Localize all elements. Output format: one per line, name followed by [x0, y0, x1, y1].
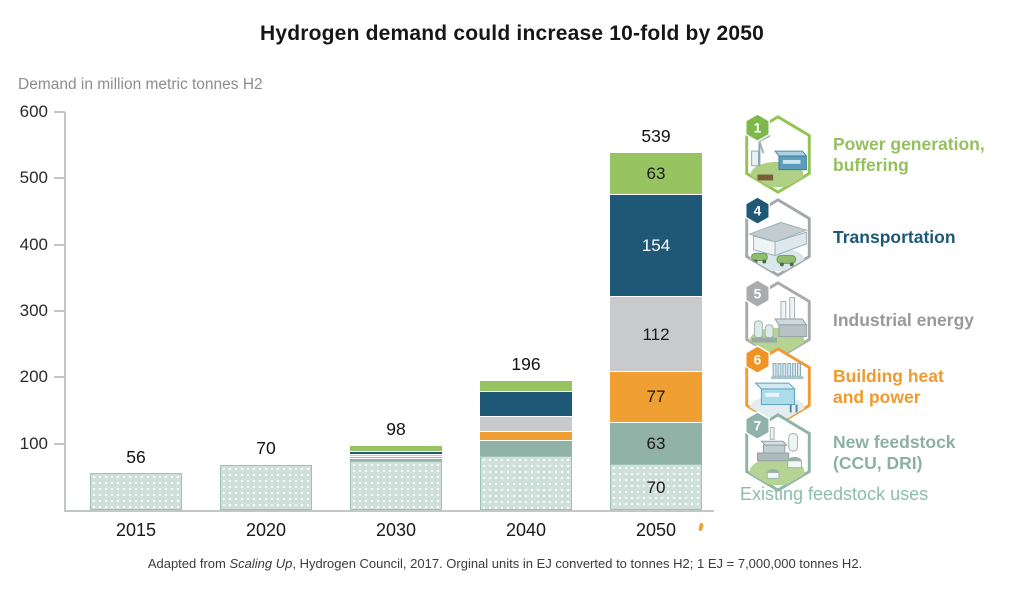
legend-item-building-heat: 6 Building heat and power — [737, 344, 944, 430]
legend-item-power-generation: 1 Power generation, buffering — [737, 112, 985, 198]
x-category-label: 2030 — [375, 520, 417, 540]
legend-badge-number: 6 — [754, 353, 762, 368]
industrial-energy-icon: 5 — [745, 279, 811, 360]
y-tick-label: 300 — [19, 301, 48, 320]
legend-item-new-feedstock: 7 New feedstock (CCU, DRI) — [737, 410, 956, 496]
source-note-prefix: Adapted from — [147, 556, 230, 571]
transportation-icon: 4 — [745, 196, 811, 277]
legend-item-label-line: New feedstock — [833, 431, 956, 452]
legend-item-label: Transportation — [833, 227, 956, 248]
legend-item-label-line: (CCU, DRI) — [833, 453, 923, 473]
source-note-suffix: , Hydrogen Council, 2017. Orginal units … — [292, 556, 863, 571]
segment-value-label: 63 — [646, 433, 666, 453]
new-feedstock-icon: 7 — [745, 411, 811, 492]
bar-segment — [350, 455, 442, 458]
y-tick-label: 600 — [19, 102, 48, 121]
legend: 1 Power generation, buffering 4 Transportati… — [737, 0, 1022, 600]
bar-segment — [220, 464, 312, 510]
legend-badge-number: 4 — [754, 204, 762, 219]
y-tick-label: 400 — [19, 234, 48, 254]
legend-badge-hexagon — [745, 411, 770, 441]
source-note-italic: Scaling Up — [229, 556, 293, 571]
bar-segment — [480, 379, 572, 392]
bar-total-label: 196 — [511, 353, 541, 374]
segment-value-label: 70 — [646, 477, 666, 497]
bar-segment — [220, 463, 312, 465]
y-tick-mark — [54, 310, 65, 312]
legend-item-label-line: Power generation, — [833, 133, 985, 154]
legend-item-transportation: 4 Transportation — [737, 195, 956, 281]
stray-orange-mark — [698, 522, 704, 532]
legend-item-label-line: Industrial energy — [833, 310, 975, 331]
bar-segment — [480, 431, 572, 440]
legend-item-industrial-energy: 5 Industrial energy — [737, 278, 974, 364]
x-axis-line — [64, 510, 714, 512]
segment-value-label: 112 — [642, 324, 670, 344]
bar-segment — [350, 460, 442, 510]
x-category-label: 2015 — [115, 520, 157, 540]
source-note: Adapted from Scaling Up, Hydrogen Counci… — [0, 556, 1010, 571]
legend-badge-hexagon — [745, 196, 770, 226]
legend-badge-number: 5 — [754, 287, 762, 302]
legend-item-label: Power generation, buffering — [833, 134, 985, 177]
power-generation-icon: 1 — [745, 113, 811, 194]
bar-total-label: 70 — [256, 437, 276, 458]
y-tick-mark — [54, 111, 65, 113]
y-axis-line — [64, 112, 66, 510]
y-tick-label: 100 — [19, 433, 48, 453]
bar-total-label: 56 — [126, 446, 146, 467]
bar-segment — [90, 472, 182, 510]
segment-value-label: 77 — [646, 387, 666, 407]
y-tick-mark — [54, 376, 65, 379]
bar-total-label: 539 — [641, 126, 671, 147]
bar-segment — [350, 453, 442, 456]
legend-item-label-line: buffering — [833, 155, 909, 175]
bar-segment — [350, 450, 442, 454]
bar-segment — [350, 457, 442, 461]
y-tick-mark — [54, 243, 65, 246]
bar-segment — [610, 194, 702, 297]
bar-segment — [480, 455, 572, 510]
bar-segment — [480, 439, 572, 456]
segment-value-label: 154 — [641, 236, 671, 256]
segment-value-label: 63 — [646, 164, 666, 184]
bar-total-label: 98 — [386, 418, 406, 439]
legend-badge-number: 1 — [754, 121, 762, 136]
x-category-label: 2040 — [505, 520, 547, 540]
y-tick-mark — [54, 442, 65, 445]
bar-segment — [350, 444, 442, 451]
bar-segment — [610, 421, 702, 464]
y-tick-label: 500 — [19, 168, 48, 188]
legend-item-label-line: Building heat — [833, 365, 944, 386]
bar-segment — [480, 391, 572, 417]
y-tick-mark — [54, 177, 65, 180]
legend-badge-hexagon — [745, 113, 770, 143]
bar-segment — [610, 152, 702, 195]
bar-segment — [610, 370, 702, 422]
legend-item-label: Industrial energy — [833, 310, 974, 331]
page-title: Hydrogen demand could increase 10-fold b… — [259, 22, 764, 45]
bar-segment — [480, 416, 572, 432]
legend-item-label-line: and power — [833, 387, 921, 407]
legend-item-label-line: Transportation — [833, 227, 956, 248]
building-heat-icon: 6 — [745, 345, 811, 426]
y-axis-title: Demand in million metric tonnes H2 — [18, 76, 263, 93]
legend-badge-hexagon — [745, 279, 770, 309]
legend-footnote: Existing feedstock uses — [740, 484, 929, 504]
y-tick-label: 200 — [19, 367, 48, 387]
legend-item-label: New feedstock (CCU, DRI) — [833, 432, 956, 475]
legend-badge-hexagon — [745, 345, 770, 375]
bar-segment — [610, 463, 702, 510]
x-category-label: 2050 — [635, 520, 677, 540]
legend-item-label: Building heat and power — [833, 366, 944, 409]
bar-segment — [610, 296, 702, 371]
legend-badge-number: 7 — [754, 419, 762, 434]
x-category-label: 2020 — [245, 520, 287, 540]
